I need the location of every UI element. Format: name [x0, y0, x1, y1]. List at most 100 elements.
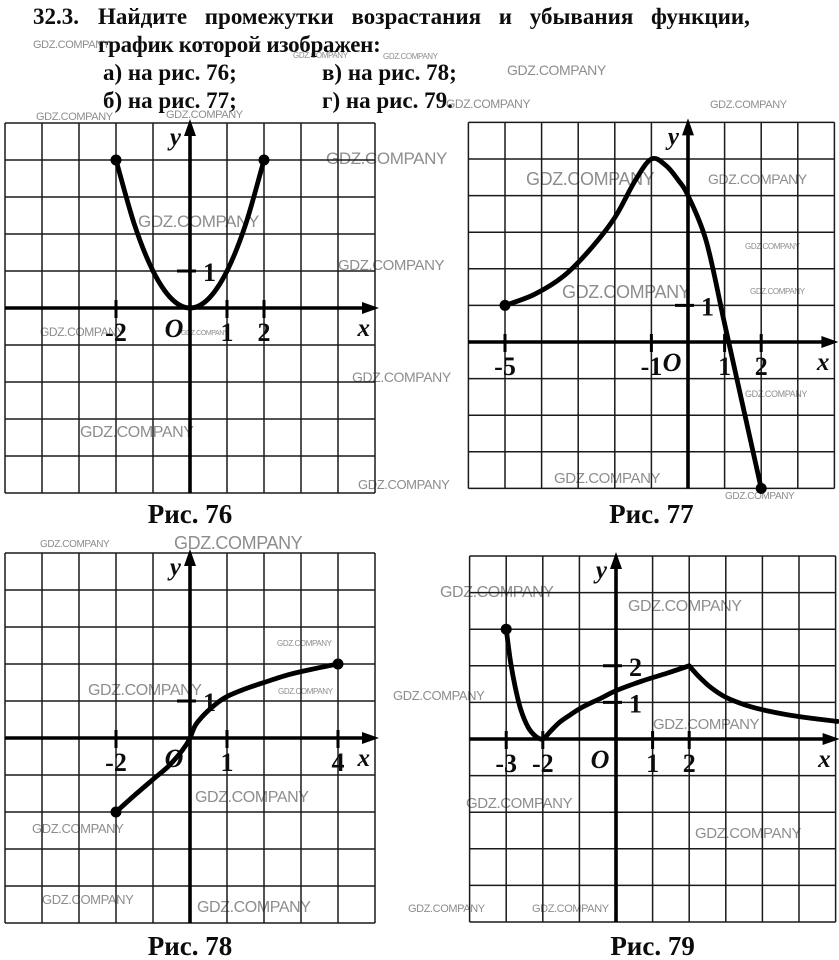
x-tick-label-fig79: -3: [495, 749, 517, 778]
x-axis-label-fig79: x: [817, 746, 831, 773]
watermark-text: GDZ.COMPANY: [326, 149, 447, 168]
endpoint-dot-fig76: [258, 154, 270, 166]
y-axis-label-fig79: y: [593, 557, 608, 584]
watermark-text: GDZ.COMPANY: [80, 424, 194, 441]
x-tick-label-fig78: 4: [332, 748, 345, 777]
watermark-text: GDZ.COMPANY: [138, 212, 259, 231]
y-tick-label-fig79: 2: [629, 653, 642, 682]
watermark-text: GDZ.COMPANY: [383, 52, 438, 61]
y-tick-label-fig79: 1: [629, 689, 642, 718]
x-tick-label-fig79: 1: [646, 749, 659, 778]
watermark-text: GDZ.COMPANY: [745, 389, 807, 399]
watermark-text: GDZ.COMPANY: [174, 533, 303, 553]
y-axis-arrow-fig79: [610, 552, 622, 569]
watermark-text: GDZ.COMPANY: [408, 903, 485, 915]
problem-number: 32.3.: [33, 4, 79, 29]
watermark-text: GDZ.COMPANY: [42, 892, 134, 907]
watermark-text: GDZ.COMPANY: [745, 242, 800, 251]
y-tick-label-fig77: 1: [701, 292, 714, 321]
curve-fig78: [113, 661, 341, 815]
x-axis-arrow-fig79: [822, 733, 839, 745]
caption-fig79: Рис. 79: [610, 931, 695, 960]
x-tick-label-fig76: -2: [105, 318, 127, 347]
watermark-text: GDZ.COMPANY: [352, 369, 451, 385]
watermark-text: GDZ.COMPANY: [197, 899, 311, 916]
watermark-text: GDZ.COMPANY: [40, 325, 125, 339]
endpoint-dot-fig78: [110, 806, 122, 818]
watermark-text: GDZ.COMPANY: [750, 287, 805, 296]
origin-label-fig79: O: [591, 745, 610, 774]
x-tick-label-fig77: 1: [718, 352, 731, 381]
y-tick-label-fig76: 1: [203, 258, 216, 287]
watermark-text: GDZ.COMPANY: [338, 257, 445, 274]
problem-text-line2: график которой изображен:: [98, 32, 381, 57]
watermark-text: GDZ.COMPANY: [532, 903, 609, 915]
x-tick-label-fig77: -5: [494, 352, 516, 381]
watermark-text: GDZ.COMPANY: [466, 795, 573, 812]
x-tick-label-fig78: -2: [105, 748, 127, 777]
watermark-text: GDZ.COMPANY: [628, 598, 742, 615]
watermark-text: GDZ.COMPANY: [32, 821, 124, 836]
curve-fig76: [113, 157, 267, 311]
origin-label-fig76: O: [165, 314, 184, 343]
problem-item-g: г) на рис. 79.: [322, 88, 453, 113]
caption-fig76: Рис. 76: [148, 499, 233, 529]
y-axis-label-fig77: y: [665, 123, 680, 150]
y-axis-label-fig78: y: [167, 554, 182, 581]
watermark-text: GDZ.COMPANY: [181, 330, 229, 337]
x-axis-label-fig77: x: [816, 349, 830, 376]
curve-fig79: [686, 663, 839, 724]
watermark-text: GDZ.COMPANY: [33, 39, 110, 51]
caption-fig77: Рис. 77: [609, 499, 694, 529]
watermark-text: GDZ.COMPANY: [166, 109, 243, 121]
endpoint-dot-fig79: [500, 623, 512, 635]
watermark-text: GDZ.COMPANY: [195, 789, 309, 806]
x-tick-label-fig76: 1: [221, 318, 234, 347]
x-axis-label-fig76: x: [357, 315, 371, 342]
watermark-text: GDZ.COMPANY: [393, 688, 485, 703]
endpoint-dot-fig77: [499, 299, 511, 311]
watermark-text: GDZ.COMPANY: [710, 99, 787, 111]
endpoint-dot-fig76: [110, 154, 122, 166]
x-tick-label-fig78: 1: [221, 748, 234, 777]
endpoint-dot-fig77: [755, 482, 767, 494]
origin-label-fig77: O: [663, 348, 682, 377]
watermark-text: GDZ.COMPANY: [507, 62, 606, 78]
watermark-text: GDZ.COMPANY: [36, 111, 113, 123]
watermark-text: GDZ.COMPANY: [446, 97, 531, 111]
problem-text-line1: Найдите промежутки возрастания и убывани…: [98, 4, 750, 29]
watermark-text: GDZ.COMPANY: [725, 491, 795, 502]
caption-fig78: Рис. 78: [148, 931, 233, 960]
watermark-text: GDZ.COMPANY: [358, 477, 450, 492]
y-axis-label-fig76: y: [167, 124, 182, 151]
watermark-text: GDZ.COMPANY: [526, 169, 655, 189]
watermark-text: GDZ.COMPANY: [293, 51, 348, 60]
x-axis-arrow-fig78: [362, 732, 379, 744]
watermark-text: GDZ.COMPANY: [653, 716, 760, 733]
curve-fig79: [503, 626, 692, 742]
watermark-text: GDZ.COMPANY: [554, 470, 661, 487]
x-tick-label-fig79: 2: [683, 749, 696, 778]
problem-item-a: а) на рис. 76;: [103, 60, 237, 85]
curve-fig77: [502, 155, 764, 491]
watermark-text: GDZ.COMPANY: [708, 171, 807, 187]
x-tick-label-fig79: -2: [532, 749, 554, 778]
y-axis-arrow-fig78: [184, 549, 196, 566]
x-tick-label-fig77: -1: [641, 352, 663, 381]
watermark-text: GDZ.COMPANY: [562, 282, 691, 302]
x-axis-arrow-fig76: [362, 302, 379, 314]
x-axis-label-fig78: x: [357, 745, 371, 772]
problem-item-b: б) на рис. 77;: [103, 88, 237, 113]
watermark-text: GDZ.COMPANY: [40, 539, 110, 550]
endpoint-dot-fig78: [332, 658, 344, 670]
watermark-text: GDZ.COMPANY: [278, 687, 333, 696]
problem-item-v: в) на рис. 78;: [322, 60, 457, 85]
y-axis-arrow-fig76: [184, 119, 196, 136]
watermark-text: GDZ.COMPANY: [277, 639, 332, 648]
x-axis-arrow-fig77: [821, 336, 839, 348]
y-axis-arrow-fig77: [682, 118, 694, 136]
